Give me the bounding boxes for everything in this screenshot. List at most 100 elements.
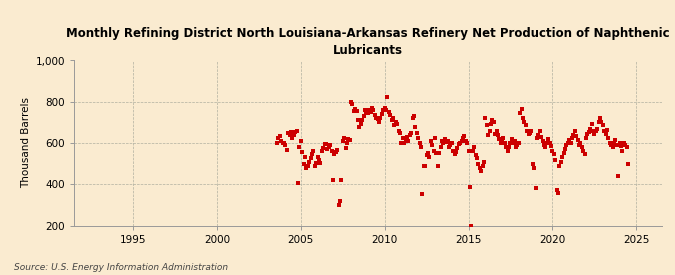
Point (464, 185, 475, 189)
Point (379, 106, 390, 110)
Point (273, 136, 284, 140)
Point (612, 143, 622, 147)
Point (413, 136, 424, 140)
Point (487, 118, 497, 123)
Point (318, 146, 329, 150)
Point (576, 145, 587, 149)
Point (533, 133, 544, 137)
Point (408, 114, 419, 118)
Point (570, 128, 580, 133)
Point (347, 101, 358, 106)
Point (597, 123, 608, 128)
Point (506, 137, 517, 141)
Point (558, 151, 569, 156)
Point (358, 114, 369, 118)
Point (396, 141, 407, 145)
Point (589, 131, 600, 136)
Point (607, 145, 618, 149)
Point (342, 141, 352, 145)
Point (616, 144, 626, 148)
Point (595, 116, 605, 120)
Point (416, 145, 427, 149)
Point (524, 131, 535, 135)
Point (375, 116, 386, 120)
Point (591, 128, 601, 133)
Point (610, 138, 621, 142)
Point (480, 116, 491, 120)
Point (410, 124, 421, 129)
Point (437, 139, 448, 143)
Point (545, 144, 556, 148)
Point (470, 153, 481, 158)
Point (438, 141, 449, 145)
Point (329, 152, 340, 156)
Point (550, 157, 561, 162)
Point (519, 120, 530, 125)
Point (512, 143, 523, 147)
Point (394, 128, 404, 133)
Point (462, 141, 472, 145)
Point (442, 139, 453, 143)
Point (455, 141, 466, 145)
Point (321, 142, 331, 146)
Point (485, 122, 496, 127)
Point (427, 143, 437, 147)
Point (543, 137, 554, 141)
Point (599, 128, 610, 133)
Point (378, 108, 389, 112)
Point (588, 128, 599, 133)
Point (315, 160, 326, 165)
Point (532, 136, 543, 140)
Point (407, 116, 418, 120)
Point (596, 120, 607, 125)
Point (540, 145, 551, 149)
Point (306, 152, 317, 156)
Point (399, 141, 410, 145)
Point (431, 151, 441, 156)
Point (443, 145, 454, 149)
Point (317, 149, 327, 153)
Point (361, 110, 372, 114)
Point (277, 141, 288, 145)
Point (309, 163, 320, 168)
Point (529, 166, 540, 170)
Point (603, 136, 614, 140)
Point (511, 145, 522, 149)
Point (452, 146, 463, 150)
Point (414, 141, 425, 145)
Point (403, 139, 414, 143)
Point (448, 149, 458, 153)
Point (291, 128, 302, 133)
Point (331, 148, 342, 152)
Point (383, 110, 394, 114)
Point (537, 139, 548, 143)
Point (472, 156, 483, 161)
Point (367, 106, 377, 110)
Point (274, 134, 285, 138)
Point (360, 108, 371, 112)
Point (420, 163, 431, 168)
Point (385, 113, 396, 117)
Point (434, 151, 445, 156)
Point (294, 145, 305, 149)
Point (327, 178, 338, 182)
Point (483, 133, 493, 137)
Point (556, 160, 566, 164)
Point (621, 145, 632, 149)
Point (618, 141, 629, 145)
Point (441, 140, 452, 144)
Point (523, 131, 534, 136)
Point (382, 94, 393, 99)
Point (551, 188, 562, 193)
Point (425, 139, 436, 143)
Point (622, 161, 633, 166)
Point (362, 111, 373, 115)
Point (281, 148, 292, 152)
Point (572, 138, 583, 142)
Point (333, 203, 344, 207)
Point (516, 107, 527, 111)
Point (346, 100, 356, 104)
Point (561, 143, 572, 147)
Point (330, 150, 341, 155)
Point (283, 131, 294, 135)
